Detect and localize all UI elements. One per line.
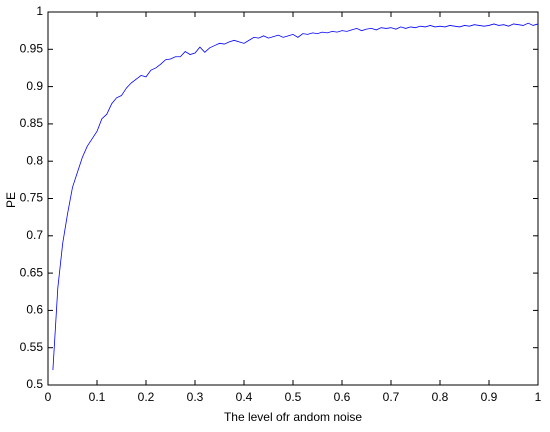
data-line xyxy=(52,22,539,371)
y-tick-label: 0.6 xyxy=(26,303,43,317)
y-tick-label: 0.5 xyxy=(26,377,43,391)
y-tick-label: 0.95 xyxy=(20,41,44,55)
y-tick-label: 0.7 xyxy=(26,228,43,242)
x-tick-label: 0.5 xyxy=(285,390,302,404)
y-tick-label: 0.8 xyxy=(26,153,43,167)
y-axis-label: PE xyxy=(4,192,18,208)
y-tick-label: 0.55 xyxy=(20,340,44,354)
x-tick-label: 0.3 xyxy=(187,390,204,404)
x-tick-label: 0.7 xyxy=(383,390,400,404)
y-tick-label: 0.75 xyxy=(20,191,44,205)
x-tick-label: 0.2 xyxy=(138,390,155,404)
x-tick-label: 0 xyxy=(45,390,52,404)
x-tick-label: 0.8 xyxy=(432,390,449,404)
y-tick-label: 0.85 xyxy=(20,116,44,130)
x-axis-label: The level ofr andom noise xyxy=(224,410,362,424)
x-tick-label: 1 xyxy=(535,390,542,404)
x-tick-label: 0.4 xyxy=(236,390,253,404)
y-tick-label: 1 xyxy=(36,4,43,18)
x-tick-label: 0.9 xyxy=(481,390,498,404)
x-tick-label: 0.6 xyxy=(334,390,351,404)
y-tick-label: 0.65 xyxy=(20,265,44,279)
y-tick-label: 0.9 xyxy=(26,79,43,93)
x-tick-label: 0.1 xyxy=(89,390,106,404)
